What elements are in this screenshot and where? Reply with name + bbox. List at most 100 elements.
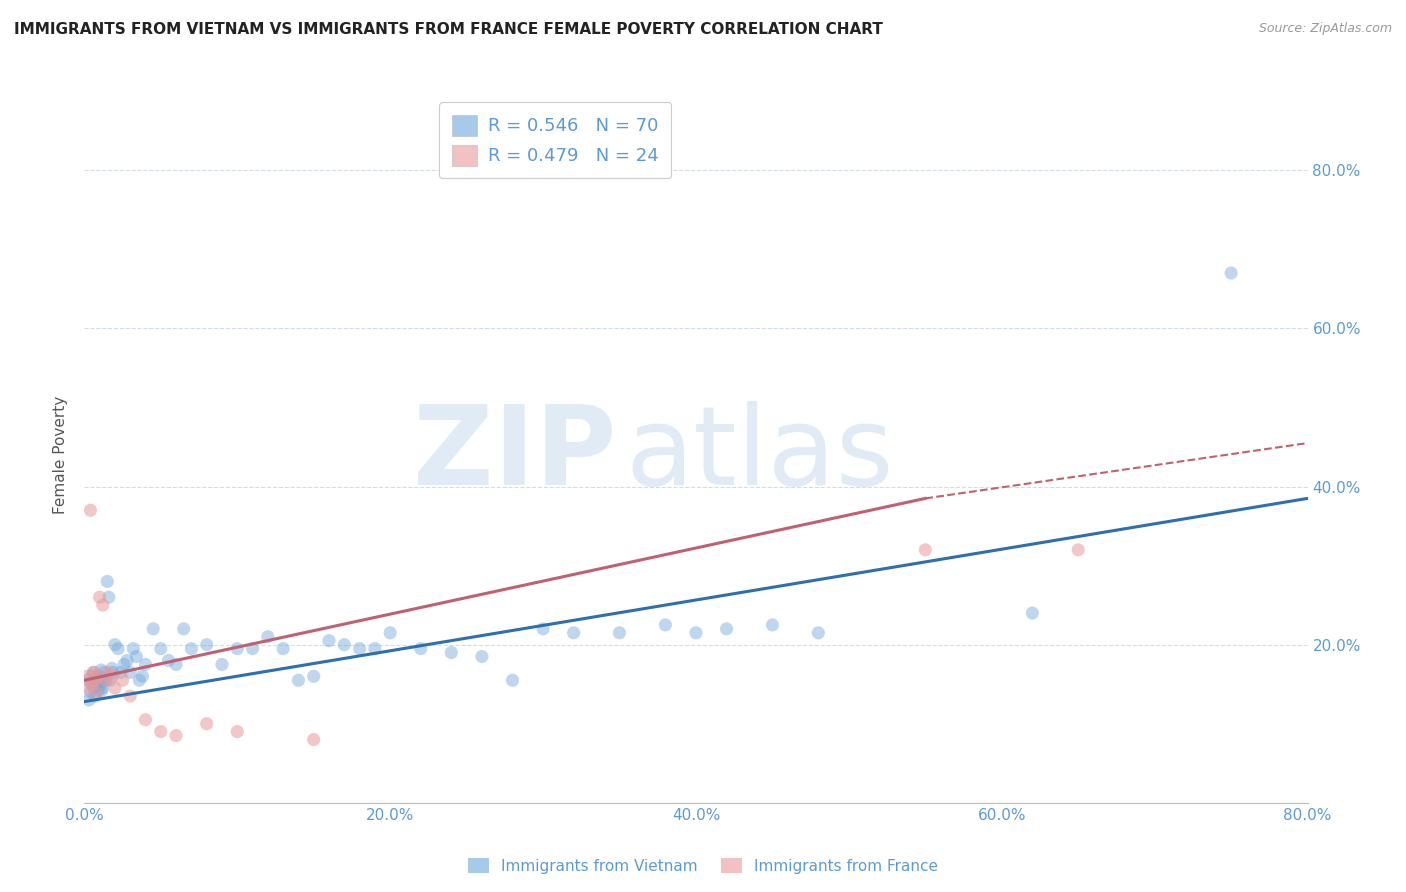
Point <box>120 665 142 680</box>
Point <box>440 646 463 660</box>
Point <box>97 665 120 680</box>
Text: IMMIGRANTS FROM VIETNAM VS IMMIGRANTS FROM FRANCE FEMALE POVERTY CORRELATION CHA: IMMIGRANTS FROM VIETNAM VS IMMIGRANTS FR… <box>14 22 883 37</box>
Point <box>502 673 524 688</box>
Point <box>716 622 738 636</box>
Point <box>122 641 145 656</box>
Point <box>84 689 107 703</box>
Point <box>77 681 100 695</box>
Point <box>226 641 249 656</box>
Point <box>125 649 148 664</box>
Point <box>86 685 108 699</box>
Point <box>101 669 124 683</box>
Point <box>135 713 157 727</box>
Point <box>471 649 494 664</box>
Point <box>257 630 280 644</box>
Point <box>562 625 585 640</box>
Point <box>165 657 187 672</box>
Point <box>302 732 325 747</box>
Point <box>1220 266 1243 280</box>
Point <box>91 671 114 685</box>
Point <box>135 657 157 672</box>
Text: atlas: atlas <box>626 401 894 508</box>
Point <box>128 673 150 688</box>
Point <box>380 625 402 640</box>
Point <box>83 681 105 695</box>
Point <box>195 638 218 652</box>
Point <box>80 677 103 691</box>
Point <box>409 641 432 656</box>
Point <box>761 618 783 632</box>
Point <box>101 661 124 675</box>
Point <box>90 683 112 698</box>
Point <box>1067 542 1090 557</box>
Point <box>318 633 340 648</box>
Point <box>97 591 120 605</box>
Point <box>77 693 100 707</box>
Point <box>103 665 125 680</box>
Point <box>149 724 172 739</box>
Point <box>654 618 676 632</box>
Point <box>104 638 127 652</box>
Point <box>96 574 118 589</box>
Point <box>87 675 110 690</box>
Point <box>87 669 110 683</box>
Text: ZIP: ZIP <box>413 401 616 508</box>
Point <box>364 641 387 656</box>
Point <box>79 685 101 699</box>
Point <box>226 724 249 739</box>
Point <box>1021 606 1043 620</box>
Point <box>80 669 103 683</box>
Point <box>807 625 830 640</box>
Point <box>89 679 111 693</box>
Point <box>914 542 936 557</box>
Point <box>131 669 153 683</box>
Point <box>111 673 134 688</box>
Point <box>531 622 554 636</box>
Point <box>271 641 294 656</box>
Point <box>112 657 135 672</box>
Point <box>76 669 98 683</box>
Point <box>107 641 129 656</box>
Point <box>149 641 172 656</box>
Point <box>91 681 114 695</box>
Point <box>104 681 127 695</box>
Point <box>94 673 117 688</box>
Point <box>173 622 195 636</box>
Y-axis label: Female Poverty: Female Poverty <box>53 396 69 514</box>
Point <box>349 641 371 656</box>
Point <box>180 641 202 656</box>
Point <box>302 669 325 683</box>
Point <box>211 657 233 672</box>
Text: Source: ZipAtlas.com: Source: ZipAtlas.com <box>1258 22 1392 36</box>
Point <box>79 503 101 517</box>
Point <box>242 641 264 656</box>
Point <box>157 653 180 667</box>
Point <box>86 679 108 693</box>
Point <box>76 673 98 688</box>
Point <box>685 625 707 640</box>
Point <box>195 716 218 731</box>
Point <box>80 677 103 691</box>
Point <box>94 673 117 688</box>
Point <box>287 673 309 688</box>
Point <box>142 622 165 636</box>
Point <box>110 665 132 680</box>
Point <box>84 673 107 688</box>
Point <box>98 673 121 688</box>
Point <box>120 689 142 703</box>
Point <box>609 625 631 640</box>
Point <box>83 665 105 680</box>
Legend: Immigrants from Vietnam, Immigrants from France: Immigrants from Vietnam, Immigrants from… <box>461 852 945 880</box>
Point <box>333 638 356 652</box>
Point <box>91 598 114 612</box>
Point <box>165 729 187 743</box>
Point <box>84 673 107 688</box>
Legend: R = 0.546   N = 70, R = 0.479   N = 24: R = 0.546 N = 70, R = 0.479 N = 24 <box>439 103 672 178</box>
Point <box>87 683 110 698</box>
Point <box>89 669 111 683</box>
Point <box>83 665 105 680</box>
Point <box>90 663 112 677</box>
Point <box>93 665 115 680</box>
Point <box>86 671 108 685</box>
Point <box>89 591 111 605</box>
